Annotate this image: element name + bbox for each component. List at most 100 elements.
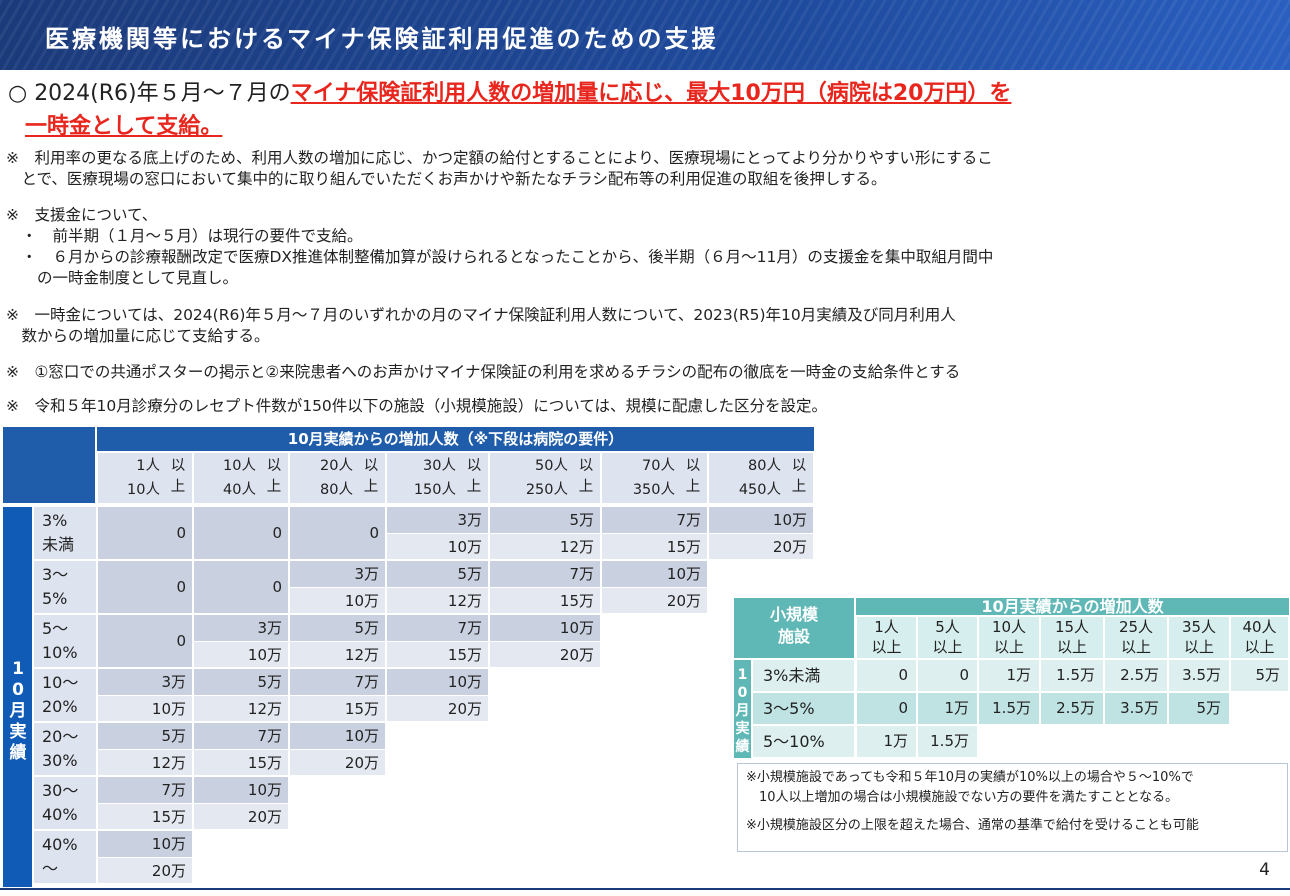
amount-cell-clinic: 5万 [490,507,600,533]
amount-cell-hospital: 20万 [290,750,385,775]
small-column-header: 15人以上 [1041,617,1103,658]
column-header: 10人 40人 以上 [194,453,288,503]
small-column-header: 5人 以上 [918,617,977,658]
amount-cell-clinic: 10万 [194,777,288,803]
note-line: ・ 前半期（１月～５月）は現行の要件で支給。 [6,227,363,245]
small-column-suffix: 以上 [993,638,1024,656]
column-min-count: 70人 [642,458,675,474]
footnote-line: ※小規模施設区分の上限を超えた場合、通常の基準で給付を受けることも可能 [746,818,1199,833]
amount-cell-clinic: 3万 [98,669,192,695]
column-header: 50人 250人 以上 [490,453,600,503]
column-min-count-hospital: 40人 [223,482,256,498]
amount-cell-clinic: 3万 [387,507,488,533]
column-suffix: 以上 [791,458,807,495]
amount-cell-hospital: 12万 [290,642,385,667]
note-line: 数からの増加量に応じて支給する。 [6,327,270,345]
amount-cell-clinic: 3万 [290,561,385,587]
amount-cell-hospital: 20万 [490,642,600,667]
amount-cell-clinic: 7万 [387,615,488,641]
column-header: 20人 80人 以上 [290,453,385,503]
note-line: ※ 支援金について、 [6,206,158,224]
zero-amount-cell: 0 [194,507,288,559]
zero-amount-cell: 0 [98,507,192,559]
column-header: 80人 450人 以上 [709,453,813,503]
small-column-count: 15人 [1054,618,1090,636]
small-amount-cell: 1.5万 [979,693,1039,724]
amount-cell-hospital: 12万 [490,534,600,559]
small-column-suffix: 以上 [1244,638,1275,656]
lead-emphasis-1: マイナ保険証利用人数の増加量に応じ、最大10万円（病院は20万円）を [290,81,1012,106]
small-column-suffix: 以上 [871,638,902,656]
column-min-count: 30人 [423,458,456,474]
row-label: 5～ 10% [34,615,96,667]
column-min-count-hospital: 10人 [127,482,160,498]
column-min-count: 20人 [320,458,353,474]
amount-cell-clinic: 3万 [194,615,288,641]
small-amount-cell: 1万 [979,660,1039,691]
small-table-corner-label: 小規模施設 [769,605,818,646]
page-number: 4 [1259,860,1270,880]
small-column-suffix: 以上 [1056,638,1087,656]
small-column-suffix: 以上 [1120,638,1151,656]
amount-cell-hospital: 15万 [194,750,288,775]
row-label-line: 40% [42,835,78,854]
amount-cell-hospital: 15万 [98,804,192,829]
amount-cell-clinic: 7万 [98,777,192,803]
small-row-label: 5～10% [753,726,854,757]
amount-cell-clinic: 10万 [290,723,385,749]
small-amount-cell: 2.5万 [1041,693,1103,724]
row-label-line: 40% [42,805,78,824]
amount-cell-hospital: 10万 [387,534,488,559]
small-column-suffix: 以上 [932,638,963,656]
row-label-line: 20% [42,697,78,716]
row-label: 40% ～ [34,831,96,883]
column-group-header: 10月実績からの増加人数（※下段は病院の要件） [97,427,814,451]
small-facility-footnotes: ※小規模施設であっても令和５年10月の実績が10%以上の場合や５～10%で 10… [737,763,1288,852]
small-row-group-label: 10月実績 [735,667,750,755]
small-amount-cell: 1.5万 [1041,660,1103,691]
column-suffix: 以上 [578,458,594,495]
note-line: ※ 一時金については、2024(R6)年５月～７月のいずれかの月のマイナ保険証利… [6,306,956,324]
banner-pattern [0,0,1290,70]
small-column-header: 10人 以上 [979,617,1039,658]
amount-cell-clinic: 7万 [602,507,707,533]
page-title: 医療機関等におけるマイナ保険証利用促進のための支援 [45,25,719,53]
small-amount-cell: 0 [857,693,916,724]
footnote-line: 10人以上増加の場合は小規模施設でない方の要件を満たすこととなる。 [746,790,1179,805]
row-group-label: 10月実績 [9,659,27,763]
amount-cell-hospital: 10万 [98,696,192,721]
column-min-count: 1人 [136,458,160,474]
small-amount-cell: 0 [918,660,977,691]
amount-cell-clinic: 5万 [387,561,488,587]
small-column-header: 1人 以上 [857,617,916,658]
amount-cell-clinic: 5万 [98,723,192,749]
row-label-line: 3～ [42,565,69,584]
row-label-line: 10% [42,643,78,662]
row-group-header: 10月実績 [3,507,32,887]
lead-statement: ○ 2024(R6)年５月～７月のマイナ保険証利用人数の増加量に応じ、最大10万… [8,80,1283,107]
small-column-header: 25人以上 [1105,617,1167,658]
column-suffix: 以上 [170,458,186,495]
column-min-count-hospital: 80人 [320,482,353,498]
small-amount-cell: 5万 [1169,693,1229,724]
small-amount-cell: 3.5万 [1105,693,1167,724]
amount-cell-clinic: 7万 [290,669,385,695]
column-min-count-hospital: 150人 [413,482,456,498]
zero-amount-cell: 0 [194,561,288,613]
row-label: 10～ 20% [34,669,96,721]
amount-cell-clinic: 10万 [490,615,600,641]
amount-cell-clinic: 10万 [709,507,813,533]
column-suffix: 以上 [266,458,282,495]
amount-cell-clinic: 5万 [290,615,385,641]
amount-cell-clinic: 5万 [194,669,288,695]
small-row-label: 3～5% [753,693,854,724]
small-row-label: 3%未満 [753,660,854,691]
row-label-line: 30～ [42,781,79,800]
small-table-corner: 小規模施設 [734,598,854,658]
column-header: 70人 350人 以上 [602,453,707,503]
small-column-count: 25人 [1118,618,1154,636]
amount-cell-hospital: 20万 [709,534,813,559]
amount-cell-hospital: 12万 [194,696,288,721]
small-column-count: 40人 [1242,618,1277,636]
small-column-count: 35人 [1181,618,1217,636]
